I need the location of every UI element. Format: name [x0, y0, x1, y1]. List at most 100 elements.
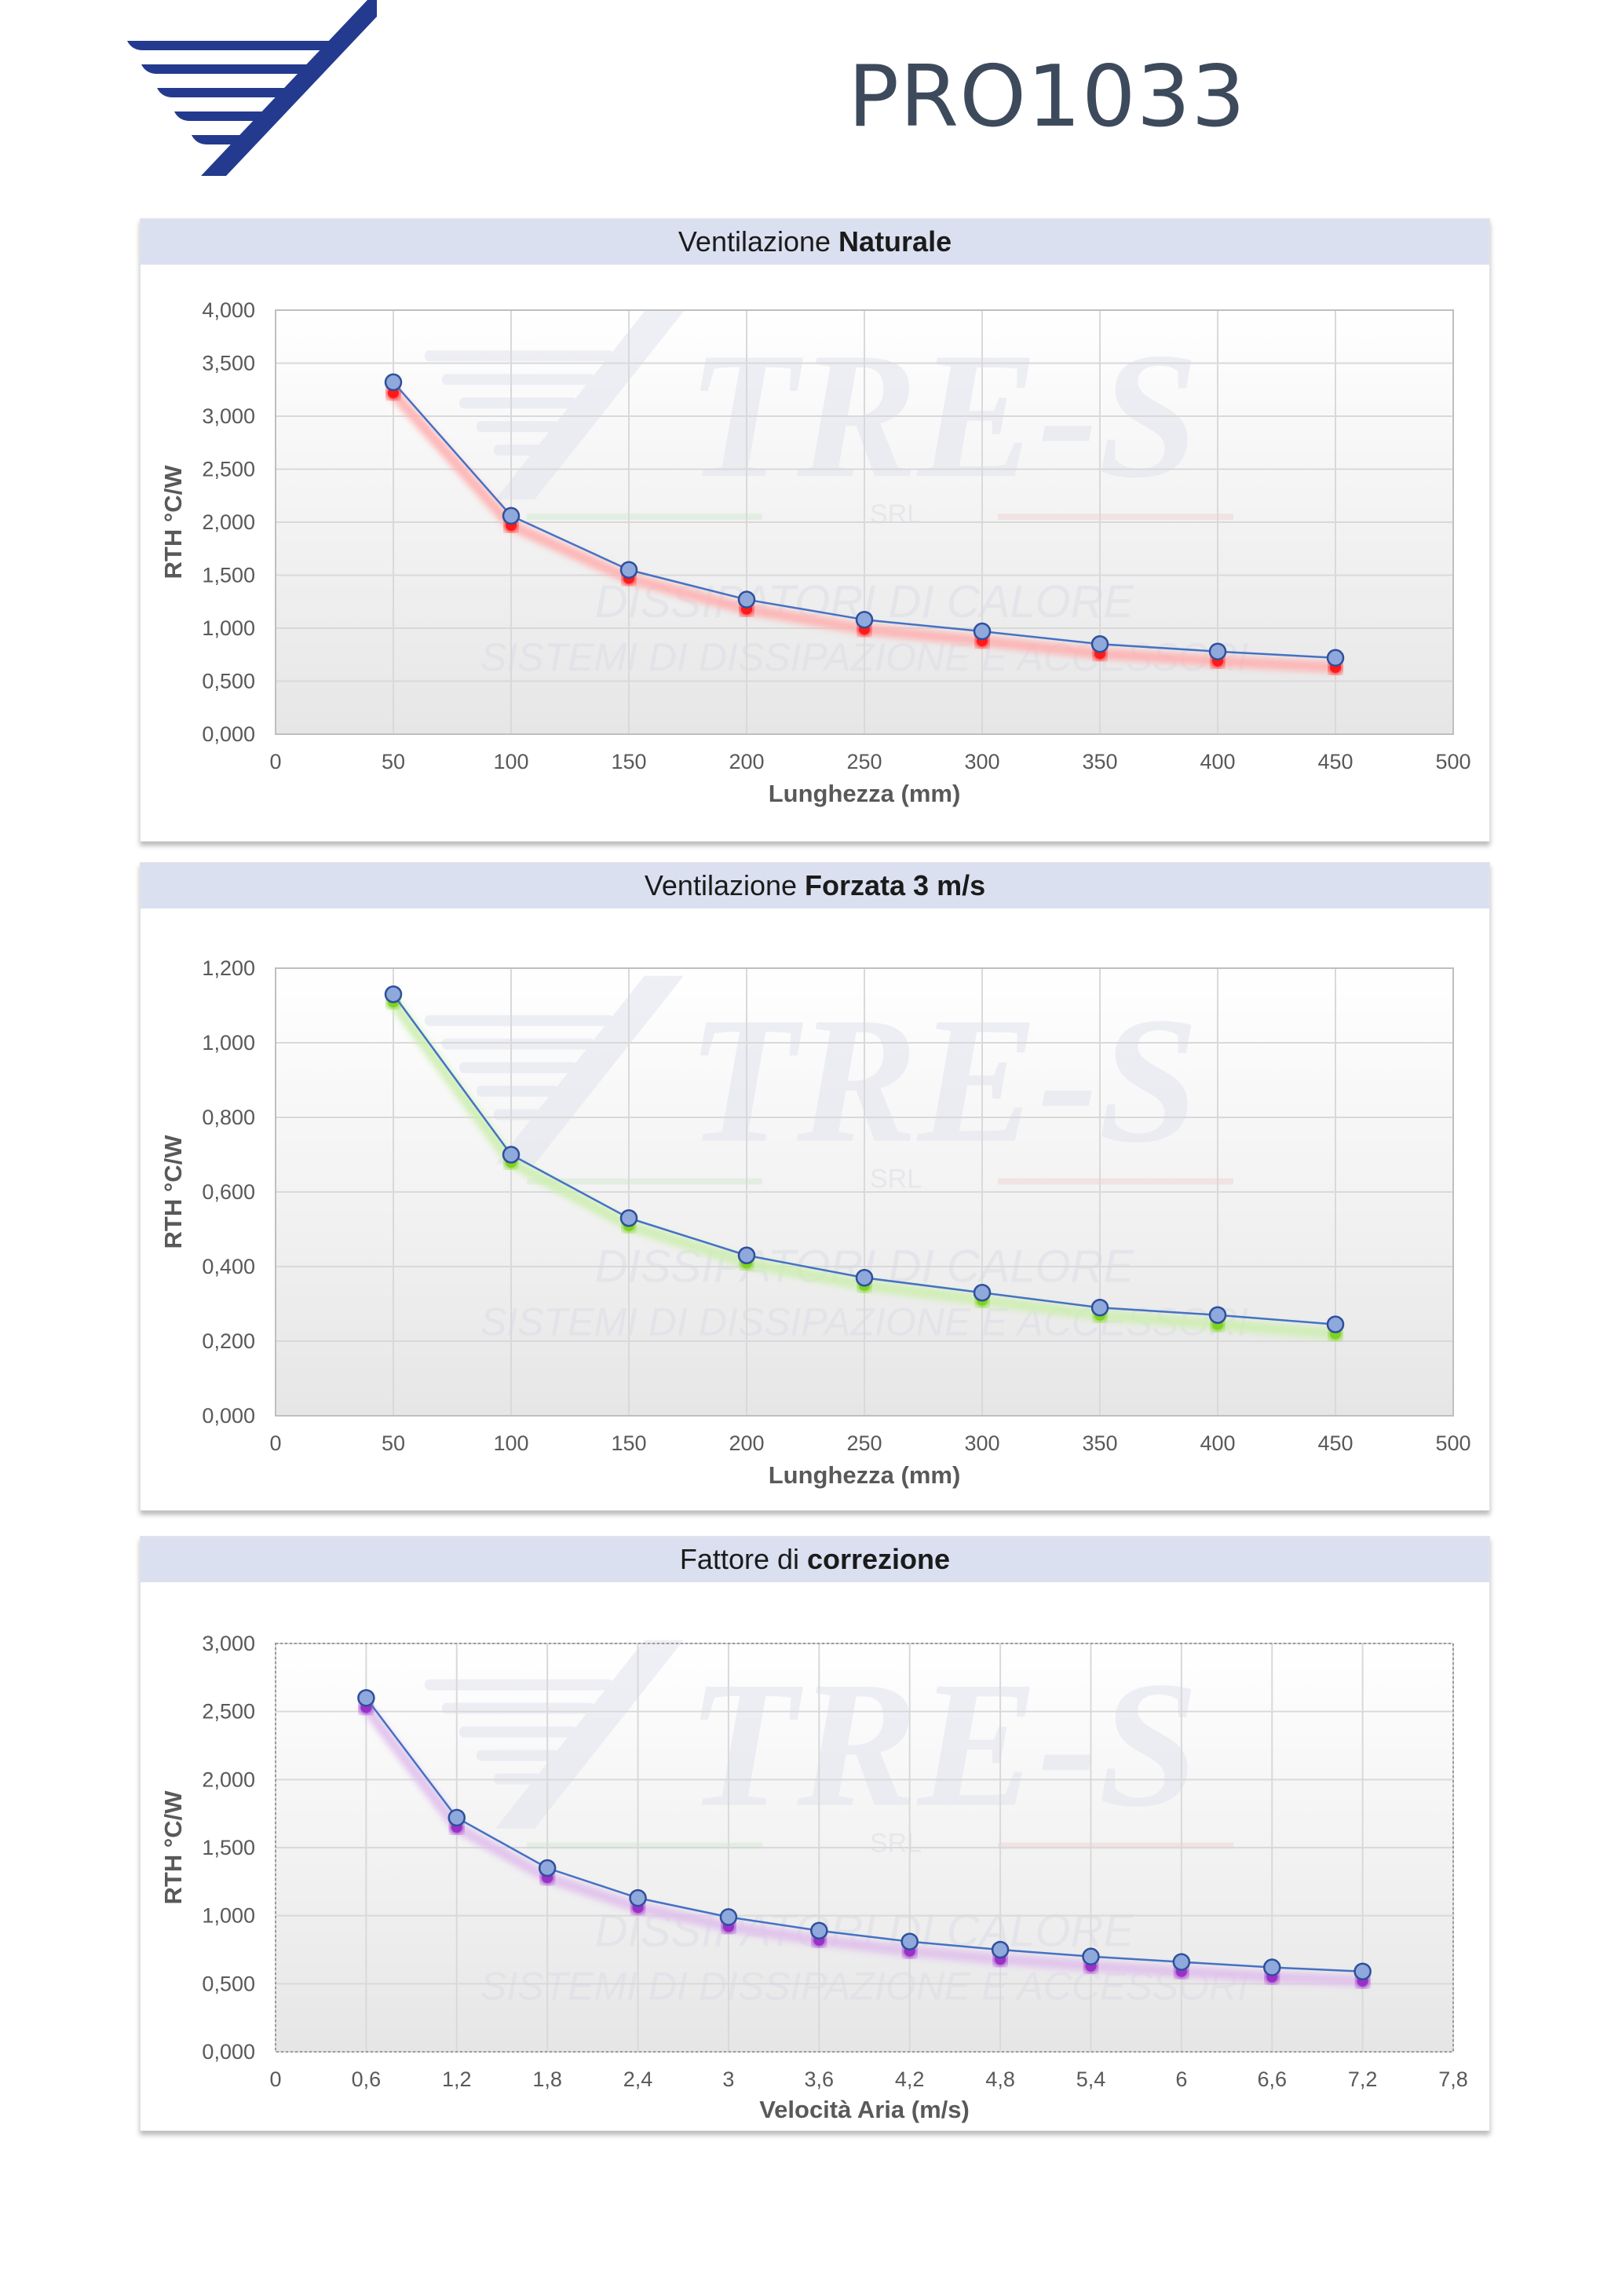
watermark-wing-icon	[425, 311, 684, 500]
watermark-wing-bar	[459, 397, 577, 409]
data-point-main	[619, 561, 638, 579]
watermark-wing-bar	[425, 1679, 613, 1691]
y-tick-label: 0,500	[202, 670, 255, 693]
chart-title: Fattore di correzione	[141, 1537, 1489, 1582]
data-point-main	[1208, 642, 1227, 660]
x-tick-label: 3,6	[805, 2067, 835, 2091]
y-tick-label: 2,500	[202, 1700, 255, 1724]
data-point-main	[384, 373, 403, 392]
x-tick-label: 0,6	[352, 2067, 382, 2091]
chart-title-prefix: Fattore di	[679, 1543, 807, 1575]
x-tick-label: 0	[269, 2067, 281, 2091]
y-tick-label: 1,500	[202, 564, 255, 587]
watermark-sub: SRL	[870, 1829, 922, 1859]
watermark-wing-bar	[494, 1109, 541, 1121]
product-code: PRO1033	[848, 48, 1247, 146]
y-tick-label: 3,500	[202, 352, 255, 375]
x-tick-label: 350	[1082, 750, 1117, 773]
x-axis-label: Lunghezza (mm)	[769, 780, 961, 807]
x-tick-label: 450	[1317, 750, 1353, 773]
data-point-main	[629, 1888, 647, 1907]
y-tick-label: 2,000	[202, 1768, 255, 1791]
tre-s-wing-logo-icon	[127, 0, 377, 176]
watermark-sub: SRL	[870, 1164, 922, 1194]
y-axis-label: RTH °C/W	[159, 1135, 187, 1249]
watermark-brand: TRE-S	[687, 1644, 1199, 1844]
x-tick-label: 150	[611, 750, 646, 773]
x-tick-label: 200	[729, 750, 764, 773]
watermark-sub: SRL	[870, 499, 922, 529]
y-tick-label: 3,000	[202, 1632, 255, 1655]
x-tick-label: 6	[1175, 2067, 1187, 2091]
watermark-flag-red	[998, 514, 1233, 521]
x-tick-label: 3	[722, 2067, 734, 2091]
y-tick-label: 1,500	[202, 1836, 255, 1859]
watermark-brand: TRE-S	[687, 980, 1199, 1180]
data-point-main	[384, 985, 403, 1004]
chart-title-prefix: Ventilazione	[678, 225, 839, 258]
x-tick-label: 300	[964, 1431, 999, 1455]
x-tick-label: 400	[1200, 1431, 1235, 1455]
chart-title-bold: Naturale	[838, 225, 952, 258]
x-tick-label: 4,2	[895, 2067, 925, 2091]
y-tick-label: 2,000	[202, 510, 255, 534]
y-tick-label: 0,500	[202, 1972, 255, 1995]
watermark-wing-bar	[494, 444, 541, 456]
watermark-wing-stroke	[495, 1640, 684, 1829]
x-tick-label: 300	[964, 750, 999, 773]
y-tick-label: 2,500	[202, 458, 255, 481]
x-tick-label: 100	[493, 750, 528, 773]
x-tick-label: 100	[493, 1431, 528, 1455]
x-tick-label: 1,2	[442, 2067, 472, 2091]
y-tick-label: 3,000	[202, 404, 255, 428]
x-tick-label: 450	[1317, 1431, 1353, 1455]
x-tick-label: 2,4	[623, 2067, 653, 2091]
x-tick-label: 0	[269, 750, 281, 773]
y-tick-label: 0,400	[202, 1255, 255, 1278]
series-line-secondary	[360, 1702, 1368, 1987]
x-axis-label: Lunghezza (mm)	[769, 1461, 961, 1489]
chart-title-bold: correzione	[807, 1543, 951, 1575]
data-point-main	[810, 1921, 828, 1940]
y-tick-label: 4,000	[202, 298, 255, 322]
x-tick-label: 7,8	[1438, 2067, 1468, 2091]
watermark-flag-red	[998, 1178, 1233, 1185]
chart-title: Ventilazione Forzata 3 m/s	[141, 863, 1489, 909]
plot-border	[275, 967, 1454, 1417]
data-point-main	[502, 506, 521, 525]
watermark-wing-bar	[442, 1038, 595, 1050]
data-point-main	[1090, 1299, 1109, 1317]
y-tick-label: 1,000	[202, 616, 255, 640]
x-tick-label: 500	[1435, 750, 1470, 773]
data-point-main	[1090, 635, 1109, 653]
data-point-main	[1353, 1962, 1372, 1980]
data-point-main	[719, 1908, 738, 1926]
chart-panel-correction: Fattore di correzione TRE-S SRL DISSIPATOR…	[140, 1536, 1490, 2131]
watermark-flag-green	[527, 1842, 762, 1849]
x-tick-label: 4,8	[985, 2067, 1015, 2091]
watermark-wing-bar	[459, 1726, 577, 1738]
y-tick-label: 1,000	[202, 1904, 255, 1928]
watermark-flag-green	[527, 514, 762, 521]
chart-panel-natural: Ventilazione Naturale TRE-S SRL DISSIPATOR…	[140, 218, 1490, 842]
watermark-wing-bar	[442, 374, 595, 386]
watermark-flag-green	[527, 1178, 762, 1185]
data-point-main	[502, 1146, 521, 1164]
x-tick-label: 1,8	[532, 2067, 562, 2091]
chart-title-bold: Forzata 3 m/s	[805, 869, 986, 901]
x-tick-label: 0	[269, 1431, 281, 1455]
watermark-wing-bar	[477, 421, 559, 433]
series-line-main	[365, 1697, 1363, 1972]
plot-border	[275, 309, 1454, 735]
data-point-main	[737, 590, 756, 609]
x-tick-label: 250	[846, 1431, 882, 1455]
x-tick-label: 50	[382, 1431, 405, 1455]
data-point-main	[448, 1808, 466, 1827]
y-tick-label: 0,200	[202, 1329, 255, 1353]
watermark-wing-bar	[425, 350, 613, 362]
data-point-main	[901, 1932, 919, 1951]
x-tick-label: 150	[611, 1431, 646, 1455]
